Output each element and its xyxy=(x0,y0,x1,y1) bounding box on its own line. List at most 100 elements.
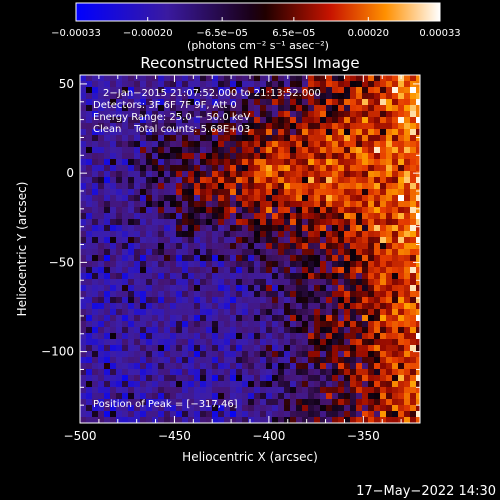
heatmap-cell xyxy=(368,135,374,141)
heatmap-cell xyxy=(308,225,314,231)
heatmap-cell xyxy=(368,339,374,345)
heatmap-cell xyxy=(224,141,230,147)
y-tick-label-3: −100 xyxy=(41,345,74,359)
heatmap-cell xyxy=(212,261,218,267)
heatmap-cell xyxy=(326,273,332,279)
heatmap-cell xyxy=(386,345,392,351)
heatmap-cell xyxy=(314,237,320,243)
heatmap-cell xyxy=(410,111,416,117)
heatmap-cell xyxy=(80,201,86,207)
heatmap-cell xyxy=(200,189,206,195)
heatmap-cell xyxy=(296,87,302,93)
heatmap-cell xyxy=(356,411,362,417)
heatmap-cell xyxy=(212,147,218,153)
heatmap-cell xyxy=(326,309,332,315)
heatmap-cell xyxy=(122,405,128,411)
heatmap-cell xyxy=(392,273,398,279)
heatmap-cell xyxy=(212,393,218,399)
heatmap-cell xyxy=(326,105,332,111)
heatmap-cell xyxy=(290,243,296,249)
heatmap-cell xyxy=(188,111,194,117)
heatmap-cell xyxy=(254,87,260,93)
heatmap-cell xyxy=(98,159,104,165)
heatmap-cell xyxy=(200,405,206,411)
heatmap-cell xyxy=(140,291,146,297)
heatmap-cell xyxy=(398,285,404,291)
heatmap-cell xyxy=(374,171,380,177)
heatmap-cell xyxy=(356,321,362,327)
heatmap-cell xyxy=(362,195,368,201)
heatmap-cell xyxy=(314,291,320,297)
heatmap-cell xyxy=(128,213,134,219)
heatmap-cell xyxy=(170,327,176,333)
heatmap-cell xyxy=(86,243,92,249)
heatmap-cell xyxy=(140,357,146,363)
heatmap-cell xyxy=(350,303,356,309)
heatmap-cell xyxy=(404,165,410,171)
heatmap-cell xyxy=(98,357,104,363)
heatmap-cell xyxy=(98,153,104,159)
heatmap-cell xyxy=(332,153,338,159)
heatmap-cell xyxy=(116,369,122,375)
heatmap-cell xyxy=(134,411,140,417)
heatmap-cell xyxy=(398,363,404,369)
heatmap-cell xyxy=(242,201,248,207)
heatmap-cell xyxy=(320,381,326,387)
heatmap-cell xyxy=(182,417,188,423)
heatmap-cell xyxy=(206,147,212,153)
heatmap-cell xyxy=(290,189,296,195)
heatmap-cell xyxy=(140,75,146,81)
heatmap-cell xyxy=(350,417,356,423)
heatmap-cell xyxy=(254,321,260,327)
heatmap-cell xyxy=(182,105,188,111)
heatmap-cell xyxy=(374,213,380,219)
heatmap-cell xyxy=(320,81,326,87)
heatmap-cell xyxy=(290,351,296,357)
heatmap-cell xyxy=(356,99,362,105)
heatmap-cell xyxy=(392,345,398,351)
heatmap-cell xyxy=(254,327,260,333)
heatmap-cell xyxy=(386,267,392,273)
heatmap-cell xyxy=(158,177,164,183)
heatmap-cell xyxy=(254,201,260,207)
heatmap-cell xyxy=(194,393,200,399)
heatmap-cell xyxy=(116,99,122,105)
heatmap-cell xyxy=(158,153,164,159)
heatmap-cell xyxy=(140,207,146,213)
heatmap-cell xyxy=(398,375,404,381)
heatmap-cell xyxy=(296,171,302,177)
heatmap-cell xyxy=(320,201,326,207)
heatmap-cell xyxy=(170,369,176,375)
heatmap-cell xyxy=(86,273,92,279)
heatmap-cell xyxy=(182,165,188,171)
heatmap-cell xyxy=(248,99,254,105)
heatmap-cell xyxy=(182,219,188,225)
heatmap-cell xyxy=(200,225,206,231)
heatmap-cell xyxy=(194,321,200,327)
heatmap-cell xyxy=(146,219,152,225)
heatmap-cell xyxy=(314,303,320,309)
heatmap-cell xyxy=(254,309,260,315)
heatmap-cell xyxy=(110,231,116,237)
heatmap-cell xyxy=(344,273,350,279)
heatmap-cell xyxy=(236,93,242,99)
heatmap-cell xyxy=(158,315,164,321)
heatmap-cell xyxy=(104,411,110,417)
heatmap-cell xyxy=(98,141,104,147)
heatmap-cell xyxy=(308,195,314,201)
heatmap-cell xyxy=(146,351,152,357)
heatmap-cell xyxy=(338,255,344,261)
heatmap-cell xyxy=(188,381,194,387)
heatmap-cell xyxy=(200,207,206,213)
heatmap-cell xyxy=(146,357,152,363)
heatmap-cell xyxy=(314,405,320,411)
heatmap-cell xyxy=(398,213,404,219)
heatmap-cell xyxy=(284,339,290,345)
heatmap-cell xyxy=(254,213,260,219)
heatmap-cell xyxy=(290,381,296,387)
heatmap-cell xyxy=(404,417,410,423)
heatmap-cell xyxy=(224,315,230,321)
heatmap-cell xyxy=(218,327,224,333)
heatmap-cell xyxy=(158,399,164,405)
heatmap-cell xyxy=(284,99,290,105)
